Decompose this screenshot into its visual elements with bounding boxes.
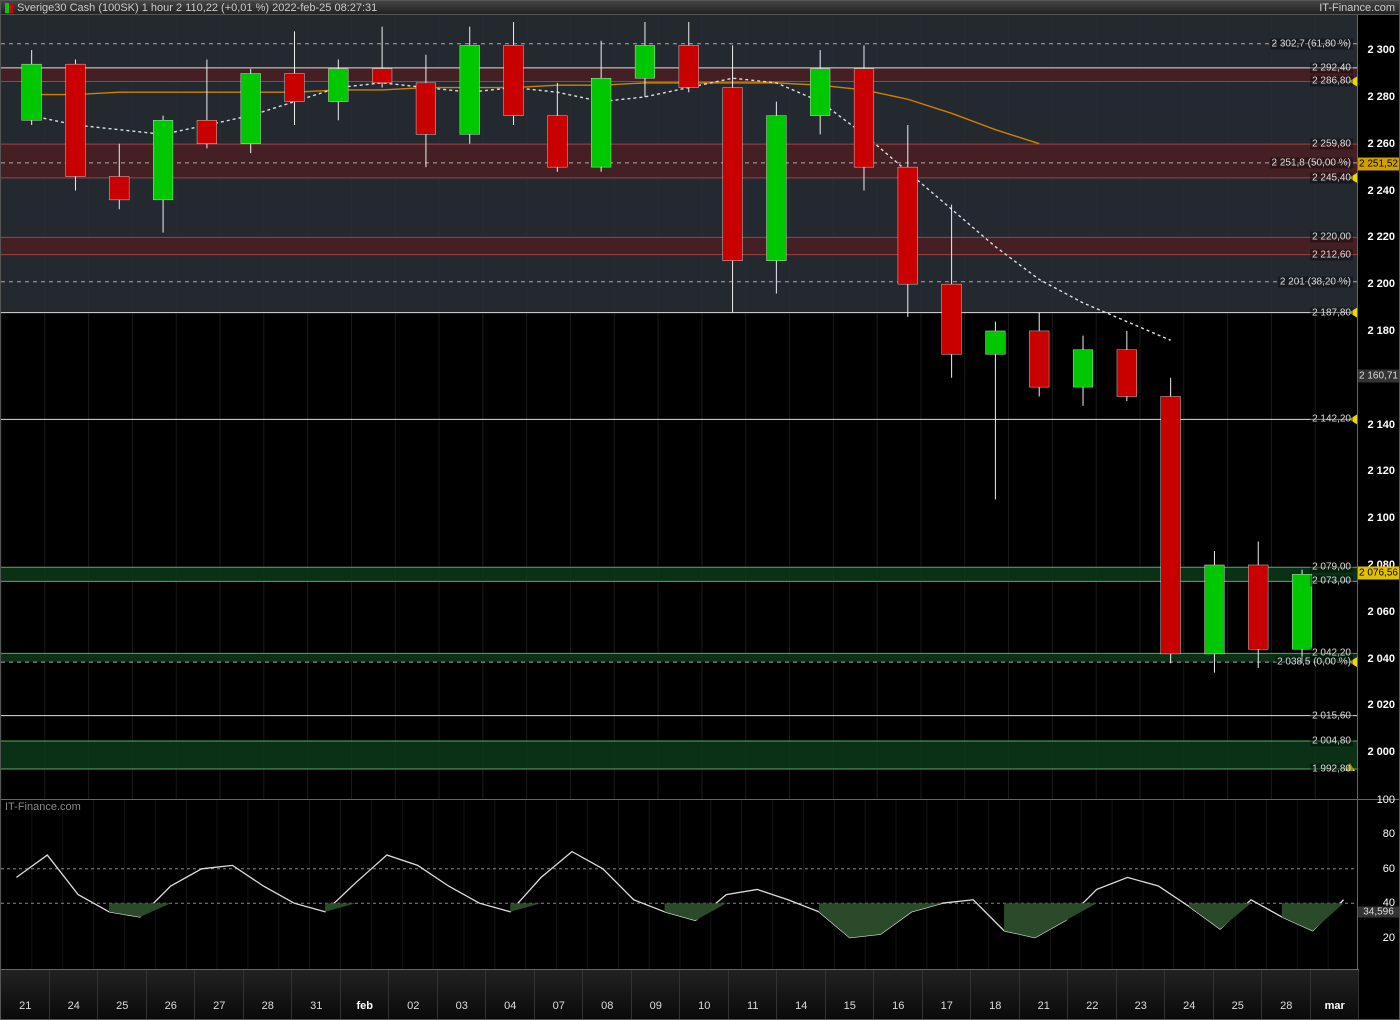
- yaxis-tick: 2 300: [1367, 44, 1395, 56]
- xaxis-label: 27: [213, 1000, 225, 1012]
- time-axis: 21 24 25 26 27 28 31 feb 02 03 04 07 08 09 10 11 14 15 16 1…: [1, 969, 1359, 1019]
- xaxis-label: 15: [844, 1000, 856, 1012]
- yaxis-tick: 2 140: [1367, 419, 1395, 431]
- xaxis-label: 26: [165, 1000, 177, 1012]
- branding-inner: IT-Finance.com: [5, 801, 81, 813]
- xaxis-label: 25: [1232, 1000, 1244, 1012]
- price-chart[interactable]: [1, 15, 1359, 799]
- xaxis-label: 03: [456, 1000, 468, 1012]
- price-level-label: 2 015,60: [1310, 710, 1353, 721]
- chart-title: Sverige30 Cash (100SK) 1 hour 2 110,22 (…: [17, 2, 377, 14]
- rsi-chart[interactable]: [1, 799, 1359, 971]
- rsi-current-marker: 34,596: [1358, 907, 1399, 918]
- price-level-label: 2 245,40: [1310, 172, 1353, 183]
- price-level-label: 2 302,7 (61,80 %): [1270, 38, 1354, 49]
- price-level-label: 2 201 (38,20 %): [1278, 276, 1353, 287]
- price-level-label: 2 142,20: [1310, 414, 1353, 425]
- yaxis-tick: 2 020: [1367, 699, 1395, 711]
- xaxis-label: 25: [116, 1000, 128, 1012]
- rsi-tick: 100: [1377, 794, 1395, 806]
- xaxis-label: 24: [68, 1000, 80, 1012]
- price-level-label: 2 292,40: [1310, 62, 1353, 73]
- yaxis-tick: 2 100: [1367, 512, 1395, 524]
- yaxis-tick: 2 120: [1367, 465, 1395, 477]
- yaxis-price-marker: 2 160,71: [1358, 370, 1399, 383]
- yaxis-tick: 2 200: [1367, 278, 1395, 290]
- price-level-label: 2 004,80: [1310, 735, 1353, 746]
- yaxis-tick: 2 220: [1367, 231, 1395, 243]
- candle-icon: [5, 3, 13, 13]
- price-level-label: 2 220,00: [1310, 232, 1353, 243]
- price-level-label: 2 187,80: [1310, 307, 1353, 318]
- yaxis-tick: 2 040: [1367, 653, 1395, 665]
- xaxis-label: feb: [357, 1000, 374, 1012]
- yaxis-tick: 2 180: [1367, 325, 1395, 337]
- brand-label: IT-Finance.com: [1319, 2, 1395, 14]
- xaxis-label: mar: [1325, 1000, 1345, 1012]
- price-level-label: 2 251,8 (50,00 %): [1270, 157, 1354, 168]
- price-level-label: 2 079,00: [1310, 562, 1353, 573]
- xaxis-label: 11: [747, 1000, 758, 1012]
- xaxis-label: 09: [650, 1000, 662, 1012]
- yaxis-tick: 2 060: [1367, 606, 1395, 618]
- price-level-label: 1 992,80: [1310, 764, 1353, 775]
- yaxis-tick: 2 280: [1367, 91, 1395, 103]
- xaxis-label: 28: [262, 1000, 274, 1012]
- xaxis-label: 28: [1280, 1000, 1292, 1012]
- price-level-label: 2 073,00: [1310, 576, 1353, 587]
- price-yaxis: 2 300 2 280 2 260 2 240 2 220 2 200 2 180 2 160…: [1357, 15, 1399, 799]
- xaxis-label: 21: [19, 1000, 31, 1012]
- window-header: Sverige30 Cash (100SK) 1 hour 2 110,22 (…: [1, 1, 1399, 15]
- xaxis-label: 08: [601, 1000, 613, 1012]
- xaxis-label: 16: [892, 1000, 904, 1012]
- yaxis-tick: 2 000: [1367, 746, 1395, 758]
- xaxis-label: 07: [553, 1000, 565, 1012]
- rsi-tick: 60: [1383, 863, 1395, 875]
- yaxis-tick: 2 240: [1367, 185, 1395, 197]
- xaxis-label: 02: [407, 1000, 419, 1012]
- xaxis-label: 23: [1135, 1000, 1147, 1012]
- xaxis-label: 31: [310, 1000, 322, 1012]
- price-level-label: 2 212,60: [1310, 249, 1353, 260]
- yaxis-price-marker: 2 076,56: [1358, 567, 1399, 580]
- rsi-tick: 20: [1383, 932, 1395, 944]
- xaxis-label: 14: [795, 1000, 807, 1012]
- xaxis-label: 04: [504, 1000, 516, 1012]
- yaxis-tick: 2 260: [1367, 138, 1395, 150]
- xaxis-label: 24: [1183, 1000, 1195, 1012]
- xaxis-label: 22: [1086, 1000, 1098, 1012]
- xaxis-label: 10: [698, 1000, 710, 1012]
- xaxis-label: 18: [989, 1000, 1001, 1012]
- rsi-yaxis: 1008060402034,596: [1357, 799, 1399, 971]
- price-level-label: 2 259,80: [1310, 139, 1353, 150]
- xaxis-label: 17: [941, 1000, 953, 1012]
- rsi-tick: 80: [1383, 828, 1395, 840]
- xaxis-label: 21: [1038, 1000, 1050, 1012]
- yaxis-price-marker: 2 251,52: [1358, 157, 1399, 170]
- price-level-label: 2 286,80: [1310, 76, 1353, 87]
- price-level-label: 2 038,5 (0,00 %): [1275, 657, 1353, 668]
